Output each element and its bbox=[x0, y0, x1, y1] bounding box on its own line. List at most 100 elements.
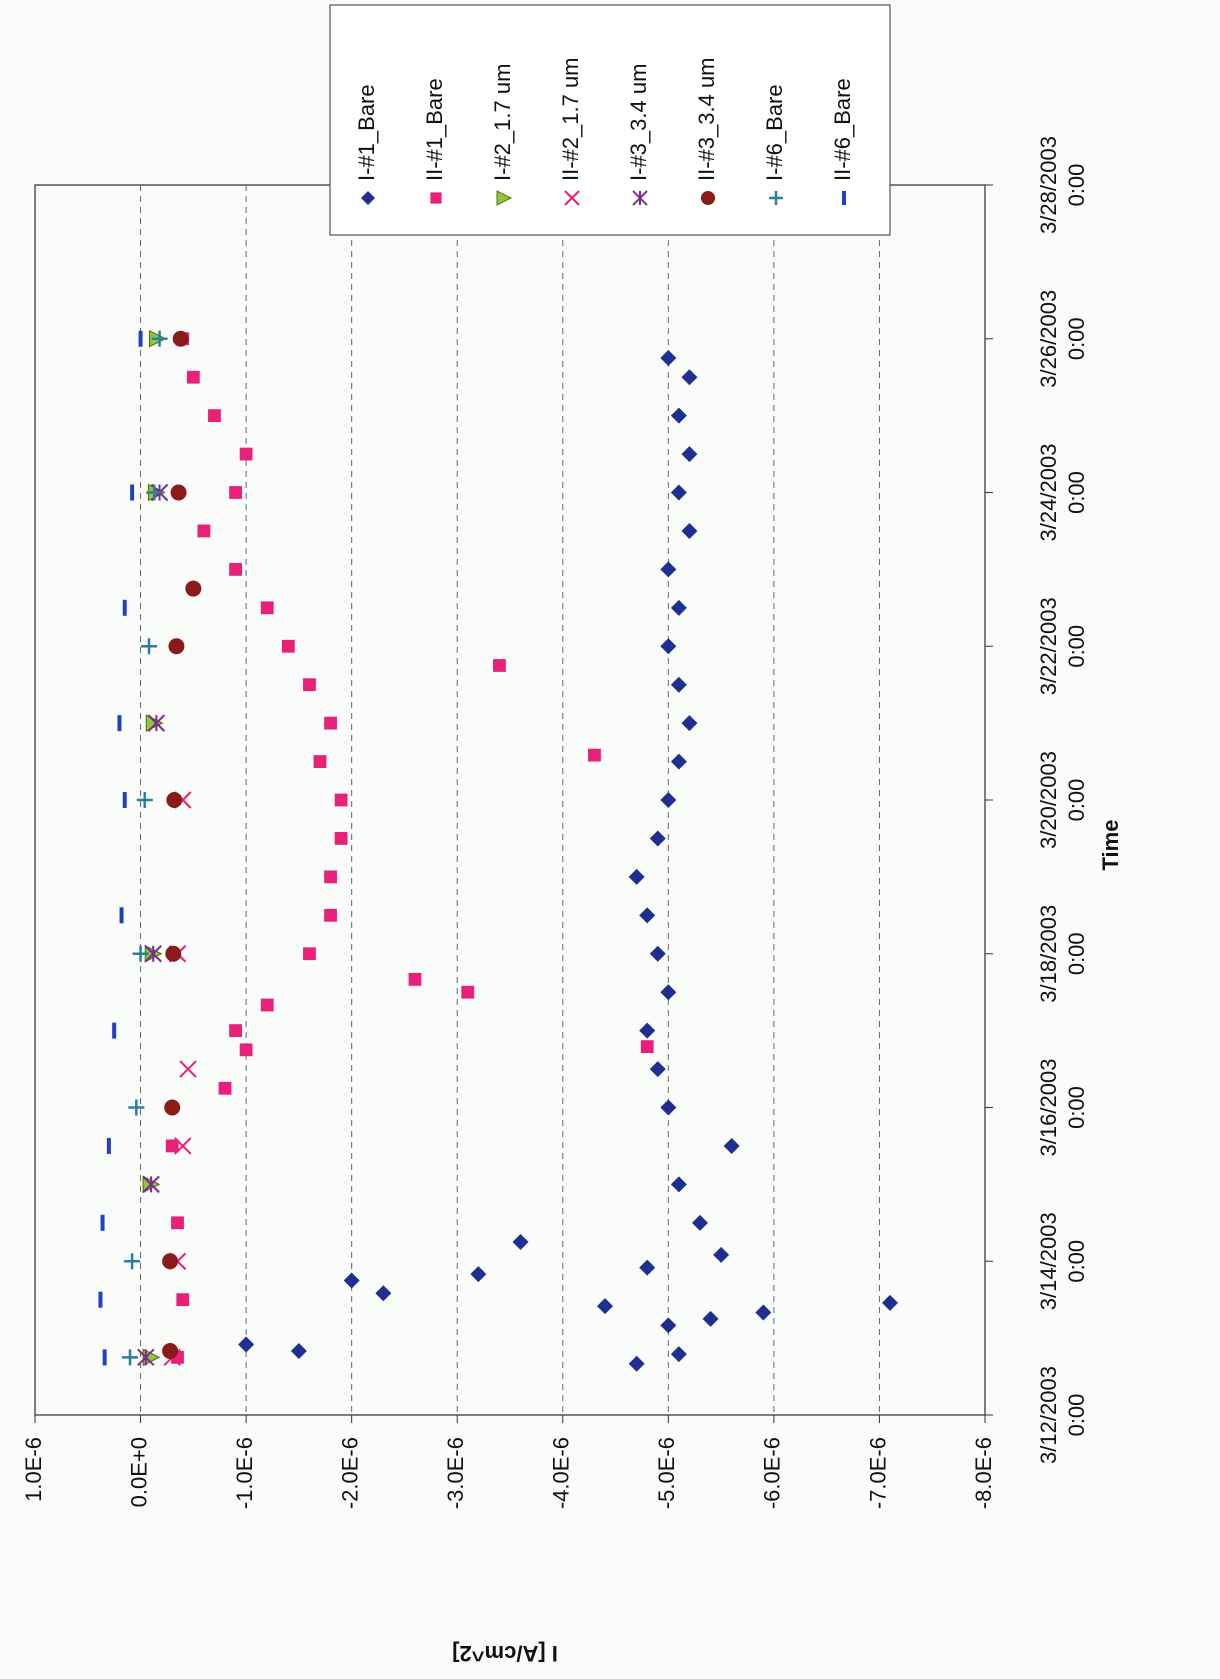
x-tick-label: 3/28/2003 0:00 bbox=[1036, 136, 1089, 234]
marker bbox=[640, 1040, 654, 1054]
marker bbox=[141, 638, 157, 655]
marker bbox=[681, 446, 698, 463]
marker bbox=[660, 1317, 677, 1334]
y-tick-label: -2.0E-6 bbox=[337, 1437, 362, 1509]
marker bbox=[303, 947, 316, 961]
marker bbox=[197, 524, 211, 538]
marker bbox=[639, 907, 656, 924]
marker bbox=[670, 599, 687, 616]
marker bbox=[324, 908, 337, 922]
marker bbox=[239, 447, 253, 461]
marker bbox=[145, 714, 164, 732]
legend-label: I-#6_Bare bbox=[762, 84, 787, 181]
marker bbox=[239, 1043, 253, 1057]
x-tick-label-line: 3/14/2003 bbox=[1036, 1212, 1061, 1310]
x-tick-label-line: 0:00 bbox=[1064, 1086, 1089, 1129]
marker bbox=[136, 792, 153, 808]
marker bbox=[208, 409, 221, 423]
x-tick-label: 3/12/2003 0:00 bbox=[1036, 1366, 1089, 1464]
marker bbox=[229, 486, 242, 499]
marker bbox=[632, 190, 648, 206]
marker bbox=[142, 1175, 160, 1194]
marker bbox=[260, 601, 274, 615]
y-tick-label: -7.0E-6 bbox=[865, 1437, 890, 1509]
marker bbox=[670, 753, 687, 770]
marker bbox=[98, 1291, 103, 1308]
marker bbox=[281, 639, 295, 653]
marker bbox=[122, 599, 127, 616]
x-tick-label: 3/18/2003 0:00 bbox=[1036, 905, 1089, 1003]
marker bbox=[174, 1137, 192, 1155]
marker bbox=[128, 1099, 145, 1116]
marker bbox=[171, 1216, 184, 1230]
marker bbox=[660, 349, 677, 366]
marker bbox=[132, 945, 149, 962]
x-tick-label-line: 3/20/2003 bbox=[1036, 751, 1061, 849]
x-tick-label-line: 0:00 bbox=[1064, 932, 1089, 975]
legend-label: I-#2_1.7 um bbox=[490, 64, 515, 181]
x-tick-label: 3/16/2003 0:00 bbox=[1036, 1059, 1089, 1157]
marker bbox=[166, 792, 183, 808]
x-tick-label: 3/22/2003 0:00 bbox=[1036, 597, 1089, 695]
marker bbox=[755, 1304, 772, 1321]
marker bbox=[343, 1272, 360, 1289]
marker bbox=[430, 192, 442, 204]
marker bbox=[588, 748, 601, 762]
marker bbox=[660, 984, 677, 1001]
marker bbox=[324, 870, 337, 884]
legend-label: I-#1_Bare bbox=[354, 84, 379, 181]
x-tick-label-line: 3/24/2003 bbox=[1036, 444, 1061, 542]
marker bbox=[106, 1137, 111, 1154]
marker bbox=[229, 562, 242, 576]
marker bbox=[660, 792, 677, 808]
marker bbox=[842, 191, 846, 205]
marker bbox=[408, 972, 422, 986]
y-tick-label: -1.0E-6 bbox=[232, 1437, 257, 1509]
x-tick-label: 3/20/2003 0:00 bbox=[1036, 751, 1089, 849]
marker bbox=[164, 1099, 181, 1116]
marker bbox=[172, 330, 189, 347]
marker bbox=[681, 369, 698, 386]
y-tick-label: -3.0E-6 bbox=[443, 1437, 468, 1509]
marker bbox=[170, 484, 187, 501]
marker bbox=[186, 370, 200, 384]
legend-box bbox=[329, 4, 891, 236]
x-tick-label-line: 3/22/2003 bbox=[1036, 597, 1061, 695]
marker bbox=[639, 1259, 656, 1276]
marker bbox=[146, 484, 163, 501]
marker bbox=[119, 907, 124, 924]
marker bbox=[162, 1342, 179, 1359]
x-tick-label-line: 0:00 bbox=[1064, 317, 1089, 360]
x-tick-label-line: 0:00 bbox=[1064, 1240, 1089, 1283]
marker bbox=[628, 1355, 645, 1372]
legend-label: II-#6_Bare bbox=[830, 78, 855, 181]
marker bbox=[122, 1349, 138, 1366]
marker bbox=[165, 1139, 179, 1153]
marker bbox=[334, 832, 348, 845]
x-tick-label-line: 3/28/2003 bbox=[1036, 136, 1061, 234]
marker bbox=[670, 1176, 687, 1193]
marker bbox=[147, 714, 166, 732]
marker bbox=[361, 191, 375, 205]
marker bbox=[151, 330, 168, 347]
marker bbox=[639, 1022, 656, 1039]
x-tick-label: 3/24/2003 0:00 bbox=[1036, 444, 1089, 542]
marker bbox=[882, 1294, 898, 1311]
marker bbox=[628, 868, 645, 885]
marker bbox=[681, 715, 698, 732]
marker bbox=[179, 1060, 197, 1078]
marker bbox=[260, 998, 274, 1012]
marker bbox=[162, 1253, 179, 1270]
marker bbox=[670, 676, 687, 693]
marker bbox=[138, 330, 143, 347]
marker bbox=[701, 191, 715, 205]
marker bbox=[218, 1081, 232, 1095]
marker bbox=[702, 1310, 719, 1327]
marker bbox=[324, 716, 337, 730]
marker bbox=[303, 678, 316, 692]
marker bbox=[670, 484, 687, 501]
marker bbox=[649, 945, 666, 962]
marker bbox=[165, 945, 182, 962]
y-tick-label: -4.0E-6 bbox=[549, 1437, 574, 1509]
